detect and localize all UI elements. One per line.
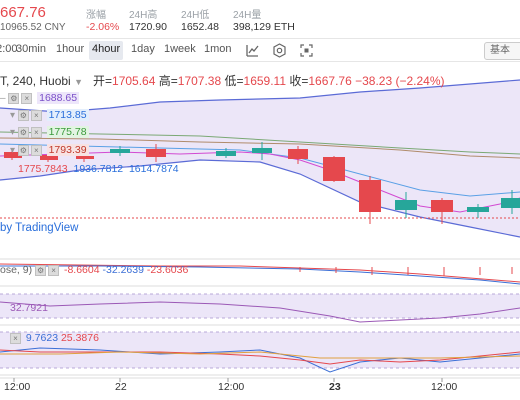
settings-icon[interactable]: ⚙ — [17, 109, 29, 121]
candle — [288, 149, 308, 159]
candle — [146, 149, 166, 157]
last-price-cny: 10965.52 CNY — [0, 22, 66, 33]
x-axis-label: 12:00 — [218, 381, 245, 393]
indicator-row-ma3: ▾ ⚙ × 1793.39 — [10, 144, 89, 156]
candle — [395, 200, 417, 210]
kdj-legend: × 9.7623 25.3876 — [10, 332, 99, 345]
interval-4hour[interactable]: 4hour — [89, 41, 124, 60]
bollinger-band — [0, 80, 520, 237]
interval-1mon[interactable]: 1mon — [204, 43, 232, 55]
indicator-icon[interactable] — [244, 42, 261, 59]
indicator-row-ma2: ▾ ⚙ × 1775.78 — [10, 126, 89, 138]
x-axis-label: 12:00 — [4, 381, 31, 393]
settings-icon[interactable]: ⚙ — [8, 92, 20, 104]
close-icon[interactable]: × — [30, 109, 42, 121]
candle — [252, 148, 272, 153]
x-axis-label: 23 — [329, 381, 341, 393]
boll-upper-tag: 1688.65 — [37, 92, 80, 104]
volume-24h-label: 24H量 — [233, 10, 262, 21]
change-value: -2.06% — [86, 21, 120, 33]
close-icon[interactable]: × — [48, 264, 60, 276]
close-icon[interactable]: × — [30, 126, 42, 138]
close-icon[interactable]: × — [30, 144, 42, 156]
macd-value-2: -32.2639 — [102, 264, 144, 276]
candle — [4, 152, 22, 158]
interval-1hour[interactable]: 1hour — [56, 43, 85, 55]
open-label: 开= — [93, 74, 113, 88]
high-24h-label: 24H高 — [129, 10, 158, 21]
kdj-value-2: 25.3876 — [60, 332, 99, 344]
chart-toolbar: 12:00 30min 1hour 4hour 1day 1week 1mon … — [0, 38, 520, 62]
interval-1day[interactable]: 1day — [131, 43, 155, 55]
ma1-tag: 1713.85 — [46, 109, 89, 121]
candle — [501, 198, 520, 208]
ohlc-legend: T, 240, Huobi ▼ 开=1705.64 高=1707.38 低=16… — [0, 72, 445, 89]
chart-canvas — [0, 79, 520, 382]
x-axis-label: 12:00 — [431, 381, 458, 393]
ma-brown — [0, 137, 520, 159]
macd-label: ose, 9) — [0, 264, 33, 276]
low-24h-label: 24H低 — [181, 10, 210, 21]
candle — [359, 180, 381, 212]
open-value: 1705.64 — [112, 74, 156, 88]
close-value: 1667.76 — [308, 74, 352, 88]
rsi-legend: 32.7921 — [10, 302, 48, 315]
close-icon[interactable]: × — [21, 92, 33, 104]
interval-1week[interactable]: 1week — [164, 43, 196, 55]
fullscreen-icon[interactable] — [298, 42, 315, 59]
ma-value-3: 1614.7874 — [128, 163, 179, 175]
high-24h-value: 1720.90 — [129, 21, 167, 33]
interval-30min[interactable]: 30min — [16, 43, 46, 55]
ticker-header: 667.76 10965.52 CNY 涨幅 -2.06% 24H高 1720.… — [0, 0, 520, 38]
ma-green — [0, 131, 520, 155]
volume-24h-value: 398,129 ETH — [233, 21, 295, 33]
low-24h-value: 1652.48 — [181, 21, 219, 33]
rsi-pane — [0, 293, 520, 323]
last-price: 667.76 — [0, 4, 46, 21]
candle — [40, 155, 58, 160]
tradingview-watermark[interactable]: by TradingView — [0, 222, 79, 234]
close-icon[interactable]: × — [10, 332, 21, 344]
ma-value-1: 1775.7843 — [18, 163, 68, 175]
candle — [431, 200, 453, 212]
symbol-label: T, 240, Huobi — [0, 74, 71, 88]
macd-legend: ose, 9) ⚙ × -8.6604 -32.2639 -23.6036 — [0, 264, 188, 277]
candles — [4, 142, 520, 224]
candle — [216, 151, 236, 156]
macd-value-3: -23.6036 — [146, 264, 189, 276]
ma-value-2: 1936.7812 — [73, 163, 124, 175]
macd-value-1: -8.6604 — [63, 264, 100, 276]
low-value: 1659.11 — [243, 74, 287, 88]
ma2-tag: 1775.78 — [46, 126, 89, 138]
low-label: 低= — [224, 74, 244, 88]
basic-view-button[interactable]: 基本 — [484, 42, 520, 60]
change-amount: −38.23 (−2.24%) — [355, 74, 445, 88]
kdj-value-1: 9.7623 — [25, 332, 59, 344]
close-label: 收= — [289, 74, 309, 88]
indicator-row-ma1: ▾ ⚙ × 1713.85 — [10, 109, 89, 121]
rsi-value: 32.7921 — [10, 302, 48, 314]
macd-pane — [0, 263, 520, 285]
settings-icon[interactable]: ⚙ — [17, 144, 29, 156]
settings-icon[interactable]: ⚙ — [35, 264, 47, 276]
kdj-pane — [0, 331, 520, 373]
high-label: 高= — [158, 74, 178, 88]
candle — [110, 149, 130, 153]
price-chart[interactable]: T, 240, Huobi ▼ 开=1705.64 高=1707.38 低=16… — [0, 62, 520, 400]
indicator-row-boll: – ⚙ × 1688.65 — [0, 92, 80, 104]
candle — [76, 156, 94, 159]
candle — [467, 207, 489, 212]
bollinger-lower — [0, 159, 520, 238]
settings-icon[interactable]: ⚙ — [17, 126, 29, 138]
ma3-tag: 1793.39 — [46, 144, 89, 156]
candle — [323, 157, 345, 181]
interval-12h[interactable]: 12:00 — [0, 43, 18, 55]
high-value: 1707.38 — [177, 74, 222, 88]
x-axis-label: 22 — [115, 381, 127, 393]
settings-icon[interactable] — [271, 42, 288, 59]
caret-down-icon[interactable]: ▼ — [74, 77, 83, 87]
ma-values-row: 1775.7843 1936.7812 1614.7874 — [18, 163, 179, 176]
change-label: 涨幅 — [86, 10, 106, 21]
